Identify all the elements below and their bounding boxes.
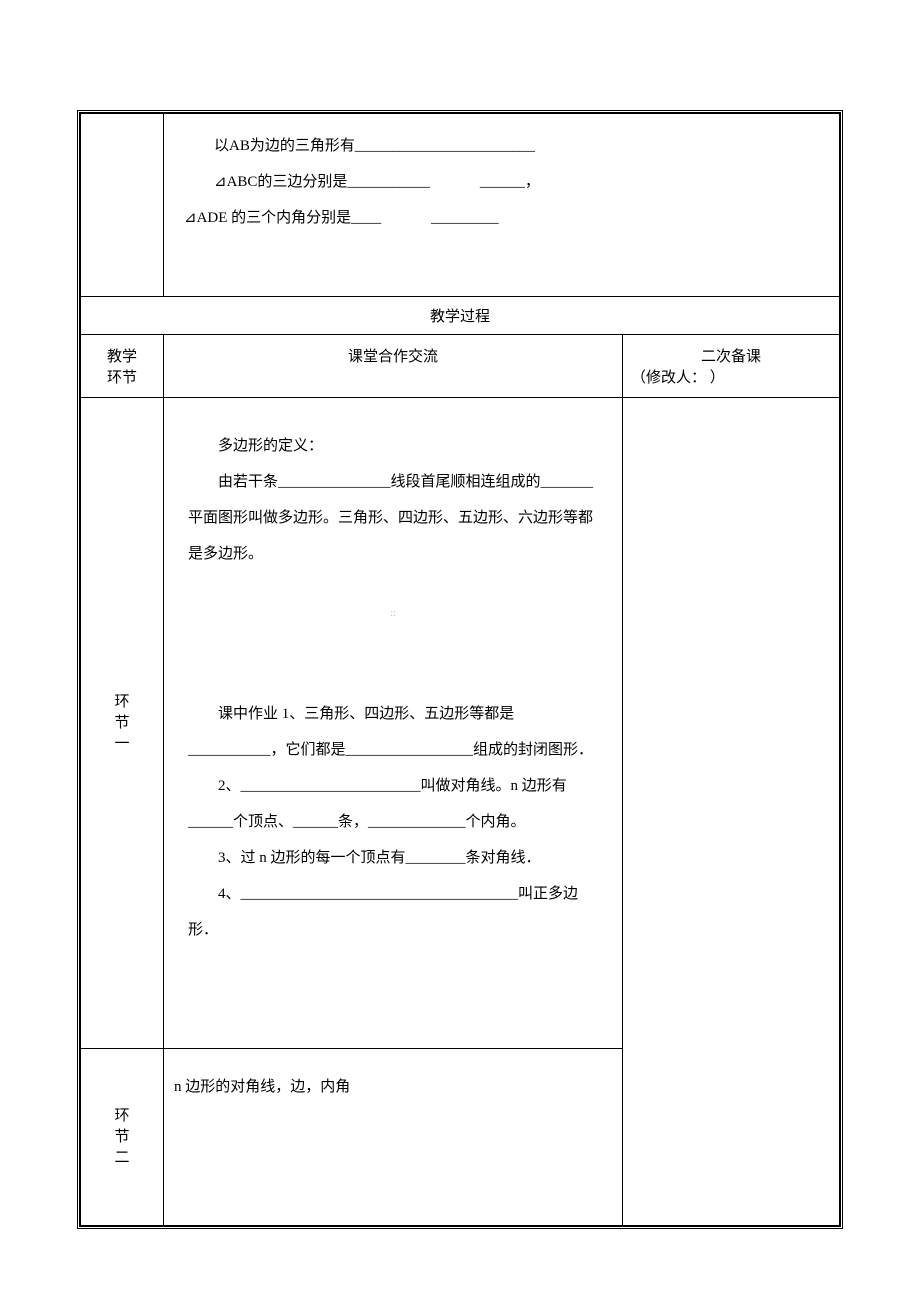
header-col1: 教学 环节	[81, 335, 164, 398]
stage2-p1: n 边形的对角线，边，内角	[174, 1069, 598, 1105]
header-col3: 二次备课 （修改人： ）	[623, 335, 840, 398]
top-line2: ⊿ABC的三边分别是_________________，	[184, 164, 819, 200]
top-line1: 以AB为边的三角形有________________________	[184, 128, 819, 164]
decorative-marker: ::	[188, 602, 598, 626]
header-col2: 课堂合作交流	[164, 335, 623, 398]
top-left-empty	[81, 114, 164, 297]
stage1-label: 环 节 一	[81, 398, 164, 1049]
stage1-p1: 多边形的定义：	[188, 428, 598, 464]
stage1-notes	[623, 398, 840, 1226]
top-content: 以AB为边的三角形有________________________ ⊿ABC的…	[164, 114, 840, 297]
stage1-content: 多边形的定义： 由若干条_______________线段首尾顺相连组成的___…	[164, 398, 623, 1049]
stage1-hw3: 3、过 n 边形的每一个顶点有________条对角线．	[188, 840, 598, 876]
top-line3: ⊿ADE 的三个内角分别是_____________	[184, 200, 819, 236]
stage2-label: 环 节 二	[81, 1049, 164, 1226]
stage1-hw1: 课中作业 1、三角形、四边形、五边形等都是___________，它们都是___…	[188, 696, 598, 768]
stage1-hw4: 4、_____________________________________叫…	[188, 876, 598, 948]
section-header: 教学过程	[81, 297, 840, 335]
stage2-content: n 边形的对角线，边，内角	[164, 1049, 623, 1226]
stage1-hw2: 2、________________________叫做对角线。n 边形有___…	[188, 768, 598, 840]
stage1-p2: 由若干条_______________线段首尾顺相连组成的_______平面图形…	[188, 464, 598, 572]
